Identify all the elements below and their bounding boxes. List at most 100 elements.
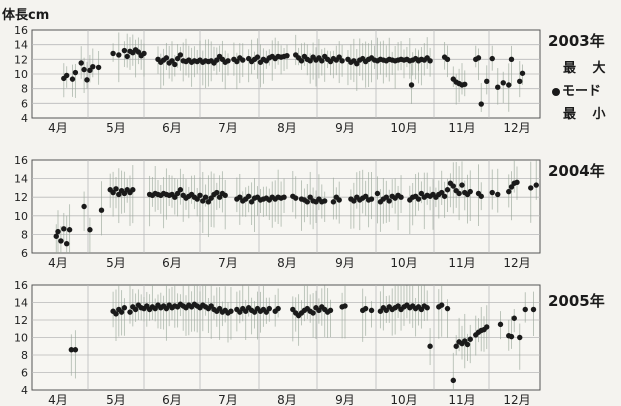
mode-point xyxy=(489,189,495,196)
mode-point xyxy=(459,182,465,188)
mode-point xyxy=(427,58,433,64)
mode-point xyxy=(87,227,93,233)
x-tick-label: 11月 xyxy=(448,121,475,135)
mode-point xyxy=(444,56,451,63)
mode-point xyxy=(202,194,209,200)
mode-point xyxy=(475,55,482,61)
mode-point xyxy=(339,58,345,64)
mode-point xyxy=(174,55,181,62)
x-tick-label: 6月 xyxy=(162,121,182,135)
mode-point xyxy=(497,321,504,328)
mode-point xyxy=(336,54,342,60)
mode-point xyxy=(362,193,369,199)
mode-point xyxy=(351,198,357,204)
y-tick-label: 14 xyxy=(14,297,28,310)
mode-point xyxy=(298,58,305,64)
mode-point xyxy=(266,305,272,312)
mode-point xyxy=(248,199,255,205)
mode-point xyxy=(205,199,212,205)
mode-point xyxy=(110,50,116,57)
y-tick-label: 4 xyxy=(21,384,28,397)
mode-point xyxy=(245,193,252,199)
y-tick-label: 4 xyxy=(21,112,28,125)
mode-point xyxy=(141,50,147,57)
y-tick-label: 8 xyxy=(21,83,28,96)
mode-point xyxy=(254,54,261,60)
mode-point xyxy=(506,82,512,88)
mode-point xyxy=(495,191,501,198)
mode-point xyxy=(84,77,90,83)
mode-point xyxy=(69,76,76,82)
mode-point xyxy=(116,191,122,198)
y-tick-label: 12 xyxy=(14,53,28,66)
mode-point xyxy=(177,52,184,58)
mode-point xyxy=(319,58,325,64)
x-tick-label: 8月 xyxy=(277,121,297,135)
mode-point xyxy=(439,189,445,196)
mode-point xyxy=(444,305,451,312)
y-tick-label: 14 xyxy=(14,39,28,52)
mode-point xyxy=(281,194,287,200)
mode-point xyxy=(506,188,512,195)
mode-point xyxy=(489,55,495,62)
mode-point xyxy=(90,63,96,70)
mode-point xyxy=(408,82,415,88)
mode-point xyxy=(307,58,313,64)
mode-point xyxy=(169,58,175,64)
legend-max: 最 大 xyxy=(563,61,612,76)
mode-point xyxy=(58,238,64,244)
y-tick-label: 14 xyxy=(14,173,28,186)
mode-point xyxy=(61,226,67,232)
y-tick-label: 12 xyxy=(14,191,28,204)
mode-point xyxy=(484,78,490,85)
year-label-2005: 2005年 xyxy=(548,292,605,310)
year-label-2003: 2003年 xyxy=(548,32,605,50)
mode-point xyxy=(495,84,501,90)
x-tick-label: 5月 xyxy=(106,256,126,270)
mode-point xyxy=(113,186,119,192)
mode-point xyxy=(530,306,537,313)
x-tick-label: 4月 xyxy=(48,121,68,135)
mode-point xyxy=(110,189,116,196)
mode-point xyxy=(444,187,451,193)
mode-point xyxy=(322,198,328,204)
mode-point xyxy=(63,241,70,247)
mode-point xyxy=(374,190,381,197)
mode-point xyxy=(200,198,206,204)
mode-point xyxy=(519,70,526,76)
mode-point xyxy=(163,55,170,61)
mode-point xyxy=(135,49,142,55)
mode-point xyxy=(118,309,125,315)
mode-point xyxy=(214,57,220,63)
mode-point xyxy=(362,305,369,312)
x-tick-label: 9月 xyxy=(335,121,355,135)
mode-point xyxy=(533,182,539,188)
mode-point xyxy=(284,52,290,59)
mode-point xyxy=(415,57,422,63)
legend-mode-label: モード xyxy=(562,84,602,99)
mode-point xyxy=(522,306,528,313)
mode-point xyxy=(336,197,342,203)
mode-point xyxy=(216,194,223,200)
y-tick-label: 16 xyxy=(14,279,28,292)
mode-point xyxy=(467,336,473,342)
mode-point xyxy=(225,58,231,64)
mode-point xyxy=(478,193,484,199)
mode-point xyxy=(72,347,79,353)
plot-area-1 xyxy=(31,159,541,254)
mode-point xyxy=(174,190,181,197)
mode-point xyxy=(132,306,139,313)
mode-point xyxy=(121,47,128,54)
mode-point xyxy=(234,58,240,65)
mode-point xyxy=(508,56,515,63)
x-tick-label: 9月 xyxy=(335,256,355,270)
mode-point xyxy=(95,64,102,71)
mode-point xyxy=(478,101,484,107)
mode-point xyxy=(194,196,200,202)
x-tick-label: 5月 xyxy=(106,121,126,135)
y-tick-label: 6 xyxy=(21,367,28,380)
mode-point xyxy=(307,194,313,200)
mode-point xyxy=(441,193,448,199)
